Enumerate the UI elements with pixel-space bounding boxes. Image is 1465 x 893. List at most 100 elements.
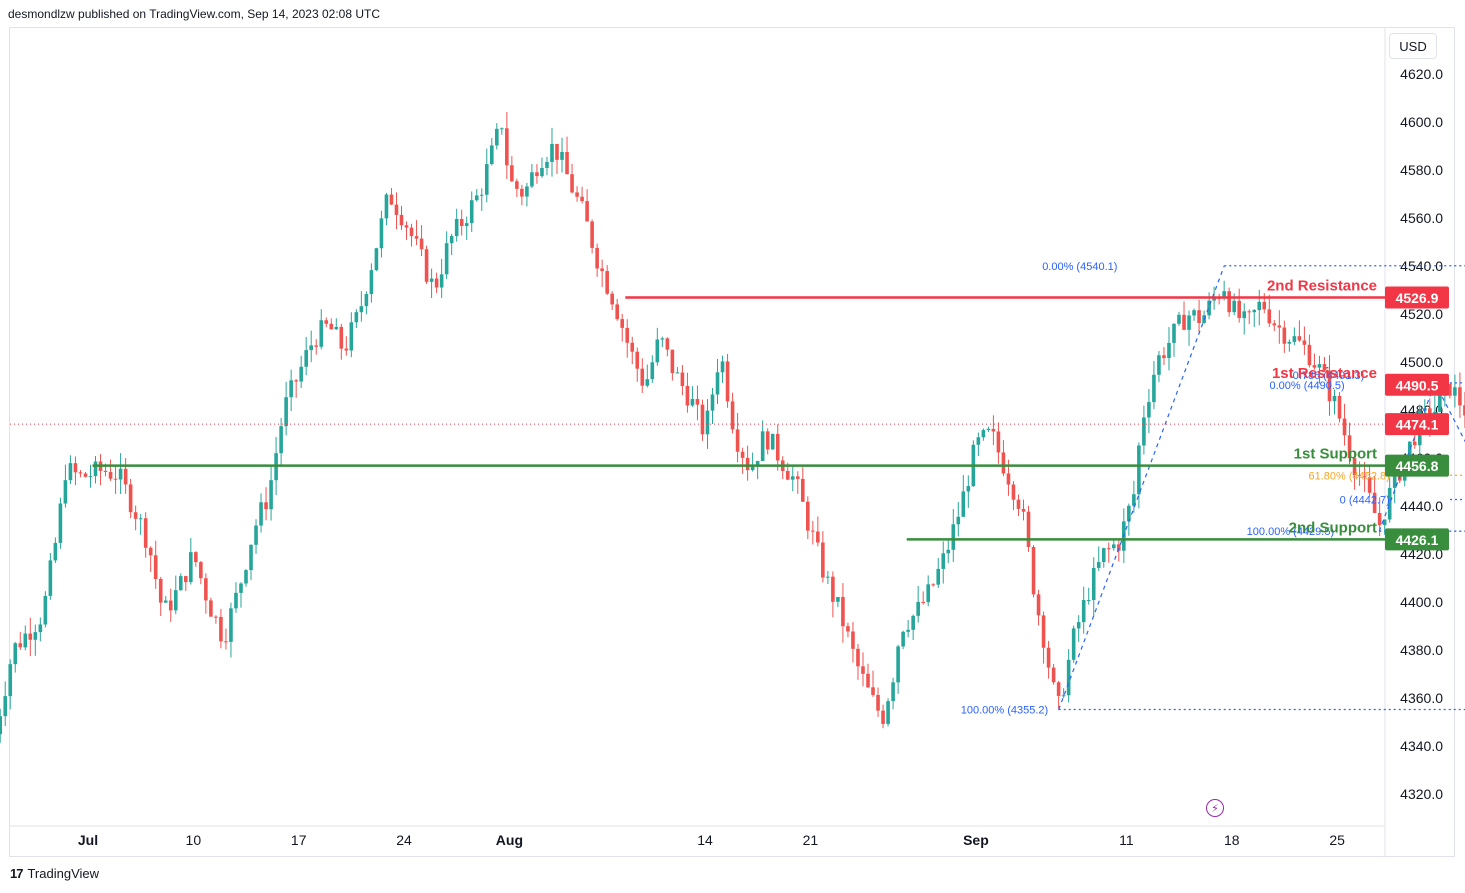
candle (790, 464, 795, 492)
candle-body (655, 339, 660, 363)
candle-body (956, 516, 961, 525)
candle (610, 291, 614, 310)
candle (1242, 303, 1247, 335)
candle (1327, 355, 1332, 416)
y-tick-label: 4500.0 (1400, 354, 1443, 370)
candle-body (715, 372, 720, 395)
y-tick-label: 4340.0 (1400, 738, 1443, 754)
candle (98, 454, 103, 485)
candle-body (349, 322, 354, 351)
candle (876, 687, 880, 717)
x-tick-label: 10 (186, 832, 202, 848)
candle-body (299, 366, 303, 382)
candle (1066, 649, 1071, 703)
candle-body (414, 236, 419, 239)
candle (1051, 663, 1056, 685)
candle (199, 561, 203, 585)
candle-body (595, 247, 599, 269)
candle (1252, 309, 1257, 328)
candle-body (1342, 418, 1347, 436)
candle-body (399, 214, 404, 226)
candle-body (545, 161, 549, 168)
candle-body (740, 451, 745, 458)
candle (1036, 589, 1041, 626)
currency-button[interactable]: USD (1389, 33, 1437, 59)
candle (625, 319, 630, 358)
x-tick-label: 17 (291, 832, 307, 848)
candle (68, 455, 73, 485)
candle (209, 597, 213, 617)
candle (891, 677, 895, 710)
candle (836, 596, 840, 608)
candle (856, 643, 860, 680)
candle (806, 496, 810, 540)
candle (705, 399, 710, 449)
candle-body (484, 164, 489, 195)
candle-body (901, 631, 905, 647)
candle (811, 520, 815, 545)
candle (780, 456, 785, 479)
candle-body (1071, 628, 1076, 660)
candle (168, 588, 173, 623)
price-axis: 4320.04340.04360.04380.04400.04420.04440… (1384, 28, 1443, 856)
candle (148, 546, 153, 572)
candle-body (520, 188, 524, 197)
candle-body (1041, 615, 1046, 648)
candle-body (1192, 310, 1196, 316)
candle (1372, 476, 1377, 514)
candle-body (1066, 659, 1071, 696)
candle-body (168, 600, 173, 611)
candle (550, 127, 554, 177)
candle (1342, 403, 1347, 446)
candle-body (1086, 599, 1091, 601)
lightning-icon[interactable]: ⚡ (1206, 799, 1224, 817)
candle-body (1232, 300, 1236, 313)
candle (1001, 440, 1006, 477)
candle-body (1367, 477, 1372, 493)
candle (495, 123, 499, 150)
candle (841, 583, 845, 643)
fib-label: 0.786 (4491.3) (1293, 370, 1365, 382)
candle (244, 568, 248, 587)
candle-body (665, 338, 670, 350)
candle-body (695, 399, 700, 405)
candle-body (881, 710, 885, 724)
candle (434, 272, 439, 293)
candle (580, 186, 584, 204)
candle-body (610, 293, 614, 305)
candle-body (439, 274, 444, 288)
candle-body (1197, 310, 1201, 324)
candle (1287, 339, 1292, 352)
candle-body (449, 236, 454, 244)
candle (595, 243, 599, 277)
candle-body (981, 430, 986, 438)
resistance-2-value-badge (1385, 286, 1449, 309)
candle (1111, 539, 1116, 551)
candle-body (294, 380, 298, 382)
candle (916, 585, 920, 623)
candle-body (48, 560, 53, 596)
candle (194, 551, 198, 567)
candle (474, 188, 479, 202)
tradingview-logo[interactable]: 17 TradingView (10, 866, 99, 881)
candle-body (1167, 342, 1171, 359)
candle (294, 379, 298, 398)
candle (309, 330, 314, 363)
candle-body (1061, 695, 1066, 697)
candle-body (555, 143, 559, 160)
candle-body (921, 601, 925, 603)
candle (399, 205, 404, 230)
candle-body (1438, 393, 1442, 412)
candle (344, 336, 349, 356)
candle-body (444, 243, 449, 275)
candle-body (1387, 487, 1392, 520)
candle-body (1247, 311, 1252, 313)
candle (234, 582, 238, 613)
candle-body (199, 562, 203, 579)
candle (113, 465, 118, 494)
candle-body (474, 195, 479, 201)
candle (1021, 499, 1026, 521)
candle (13, 641, 18, 673)
candle-body (565, 151, 569, 175)
